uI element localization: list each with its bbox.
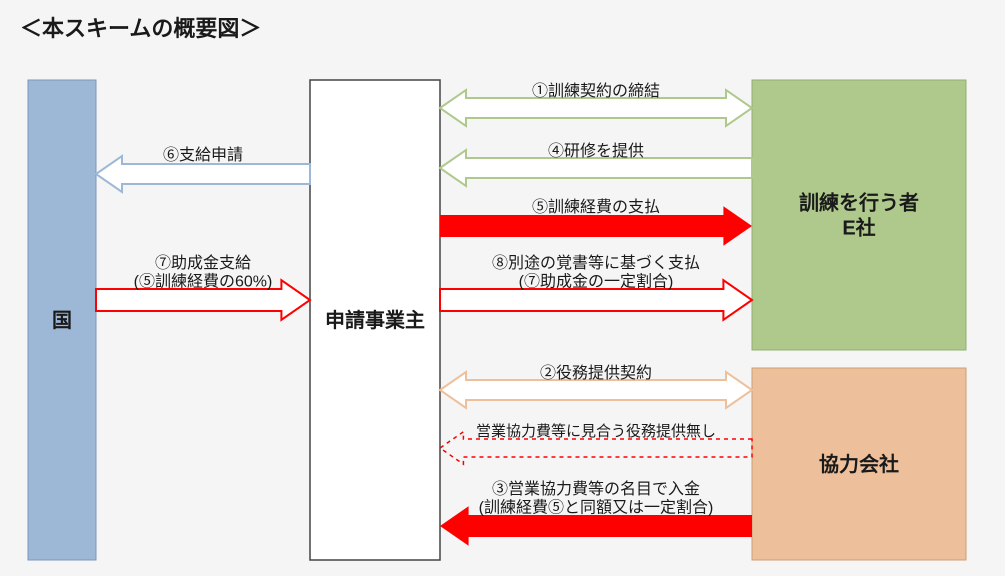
node-shinsei-label-0: 申請事業主: [325, 308, 425, 332]
arrow-a6-label-0: ⑥支給申請: [163, 146, 243, 164]
arrow-a8-label-0: ⑧別途の覚書等に基づく支払: [492, 254, 700, 272]
diagram-title: ＜本スキームの概要図＞: [20, 16, 261, 41]
node-kuni-label-0: 国: [52, 310, 72, 332]
node-kyoryoku-label-0: 協力会社: [819, 452, 899, 476]
arrow-a3-label-0: ③営業協力費等の名目で入金: [492, 480, 700, 498]
diagram-svg: ＜本スキームの概要図＞ 国 申請事業主 訓練を行う者E社協力会社 ①訓練契約の締結 ④研修…: [0, 0, 1005, 576]
node-kunren-label-1: E社: [842, 216, 875, 240]
arrow-a1-label-0: ①訓練契約の締結: [532, 82, 660, 100]
arrow-a4-label-0: ④研修を提供: [548, 142, 644, 160]
scheme-diagram: { "diagram": { "title": "＜本スキームの概要図＞", "…: [0, 0, 1005, 576]
arrow-a7-label-0: ⑦助成金支給: [155, 254, 251, 272]
arrow-a5-label-0: ⑤訓練経費の支払: [532, 198, 660, 216]
arrow-a3-label-1: (訓練経費⑤と同額又は一定割合): [479, 498, 714, 516]
arrow-a8-label-1: (⑦助成金の一定割合): [519, 272, 674, 290]
node-kunren: [752, 80, 966, 350]
arrow-aDotted-label-0: 営業協力費等に見合う役務提供無し: [476, 422, 716, 440]
arrow-a2-label-0: ②役務提供契約: [540, 364, 652, 382]
arrow-a7-label-1: (⑤訓練経費の60%): [134, 272, 273, 290]
node-kunren-label-0: 訓練を行う者: [799, 191, 919, 215]
